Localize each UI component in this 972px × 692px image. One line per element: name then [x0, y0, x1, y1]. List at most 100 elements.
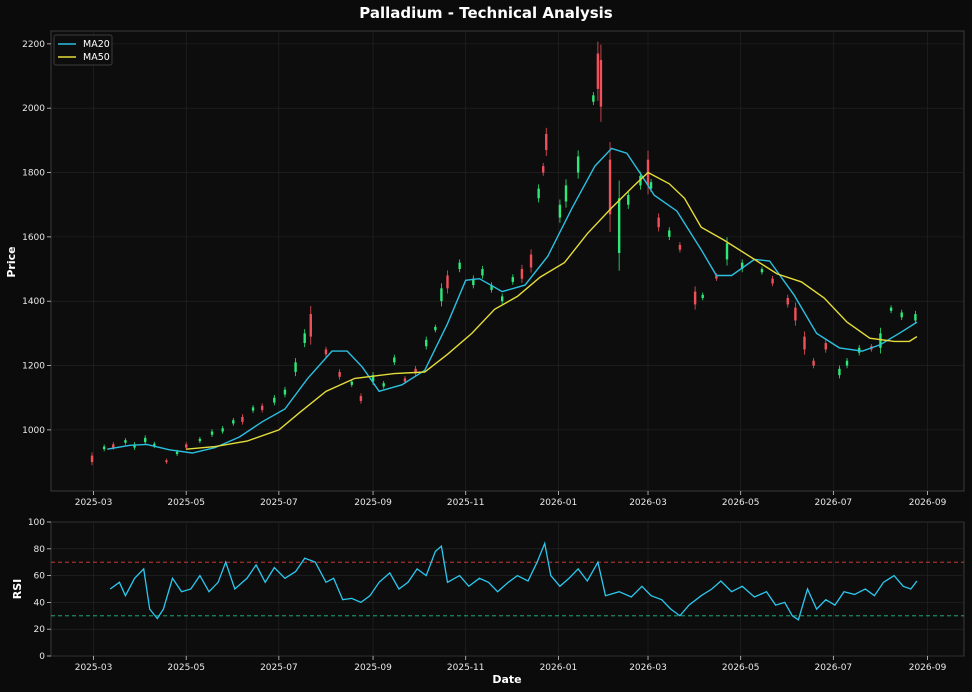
- candle-up: [124, 440, 127, 443]
- rsi-ytick-label: 0: [39, 652, 45, 662]
- rsi-ytick-label: 40: [34, 598, 46, 608]
- candle-up: [914, 314, 917, 321]
- candle-down: [403, 378, 407, 382]
- candle-up: [458, 262, 461, 270]
- rsi-xlabel: Date: [492, 673, 521, 686]
- candle-down: [309, 314, 312, 337]
- candle-down: [657, 217, 660, 228]
- candle-up: [393, 357, 396, 363]
- candle-down: [324, 349, 328, 355]
- candle-down: [359, 396, 363, 401]
- candle-down: [771, 278, 774, 284]
- rsi-ytick-label: 60: [34, 572, 46, 582]
- candle-up: [592, 95, 595, 102]
- candle-up: [701, 294, 704, 298]
- candle-down: [338, 371, 341, 377]
- candle-up: [838, 368, 841, 376]
- candle-down: [414, 368, 417, 374]
- candle-up: [153, 443, 156, 446]
- price-grid: [51, 31, 964, 491]
- price-ytick-label: 2200: [22, 40, 45, 50]
- price-xtick-label: 2025-07: [260, 498, 298, 508]
- price-xtick-label: 2025-09: [354, 498, 392, 508]
- candle-up: [350, 381, 353, 385]
- candle-down: [794, 307, 797, 321]
- candle-down: [678, 244, 682, 250]
- price-xtick-label: 2026-01: [540, 498, 578, 508]
- candle-up: [879, 333, 882, 348]
- candle-up: [617, 198, 621, 253]
- candle-up: [294, 362, 297, 372]
- candle-up: [845, 360, 849, 366]
- price-xtick-label: 2026-09: [909, 498, 947, 508]
- candle-up: [760, 269, 764, 273]
- candle-up: [210, 431, 214, 435]
- candle-down: [241, 417, 244, 422]
- candle-up: [564, 185, 568, 202]
- candle-up: [251, 407, 255, 411]
- rsi-xtick-label: 2025-07: [260, 663, 298, 673]
- rsi-x-ticks: 2025-03 2025-05 2025-07 2025-09 2025-11 2026-…: [75, 656, 947, 673]
- chart-title: Palladium - Technical Analysis: [359, 4, 613, 22]
- rsi-ytick-label: 80: [34, 545, 46, 555]
- rsi-line: [109, 541, 918, 621]
- candle-down: [529, 254, 533, 268]
- rsi-y-ticks: 0 20 40 60 80 100: [28, 518, 51, 662]
- candle-down: [824, 343, 827, 350]
- legend-label-ma50: MA50: [83, 52, 110, 63]
- price-ylabel: Price: [5, 246, 18, 277]
- candle-down: [599, 59, 603, 107]
- price-ytick-label: 2000: [22, 104, 45, 114]
- price-ytick-label: 1200: [22, 362, 45, 372]
- price-xtick-label: 2025-05: [167, 498, 205, 508]
- candle-up: [741, 262, 744, 270]
- candle-down: [520, 269, 524, 279]
- candle-down: [545, 133, 548, 151]
- candle-down: [596, 53, 600, 89]
- candle-up: [221, 428, 224, 432]
- candle-up: [511, 277, 515, 282]
- candle-up: [490, 285, 493, 290]
- candle-up: [232, 420, 235, 424]
- price-lines: [107, 147, 918, 454]
- candle-down: [693, 291, 697, 305]
- candle-up: [889, 307, 893, 311]
- candle-up: [175, 451, 179, 455]
- rsi-xtick-label: 2026-01: [540, 663, 578, 673]
- candle-up: [500, 296, 504, 302]
- rsi-ytick-label: 20: [34, 625, 46, 635]
- rsi-ytick-label: 100: [28, 518, 45, 528]
- rsi-xtick-label: 2026-09: [909, 663, 947, 673]
- candle-down: [90, 455, 94, 463]
- price-ytick-label: 1000: [22, 426, 45, 436]
- candle-down: [185, 444, 188, 448]
- candle-up: [434, 326, 437, 331]
- candle-down: [715, 275, 718, 279]
- rsi-xtick-label: 2025-11: [447, 663, 485, 673]
- ma20-line: [107, 147, 918, 454]
- candle-up: [283, 389, 287, 395]
- candle-down: [541, 166, 545, 173]
- price-xtick-label: 2026-07: [815, 498, 853, 508]
- candle-up: [425, 339, 428, 347]
- rsi-xtick-label: 2026-07: [815, 663, 853, 673]
- price-x-ticks: 2025-03 2025-05 2025-07 2025-09 2025-11 2026-…: [75, 491, 947, 508]
- price-xtick-label: 2026-03: [629, 498, 667, 508]
- rsi-xtick-label: 2026-03: [629, 663, 667, 673]
- legend-label-ma20: MA20: [83, 39, 110, 50]
- candle-up: [668, 230, 671, 237]
- candle-up: [537, 188, 540, 199]
- rsi-reference-lines: [51, 561, 964, 617]
- candle-up: [627, 195, 630, 205]
- candle-down: [803, 336, 806, 350]
- candle-up: [143, 437, 147, 443]
- candle-down: [812, 360, 815, 366]
- price-xtick-label: 2025-03: [75, 498, 113, 508]
- candle-up: [440, 288, 443, 302]
- candle-down: [446, 275, 449, 289]
- legend: MA20 MA50: [53, 34, 113, 66]
- candle-up: [382, 383, 385, 387]
- candle-up: [102, 446, 106, 450]
- rsi-lines: [109, 541, 918, 621]
